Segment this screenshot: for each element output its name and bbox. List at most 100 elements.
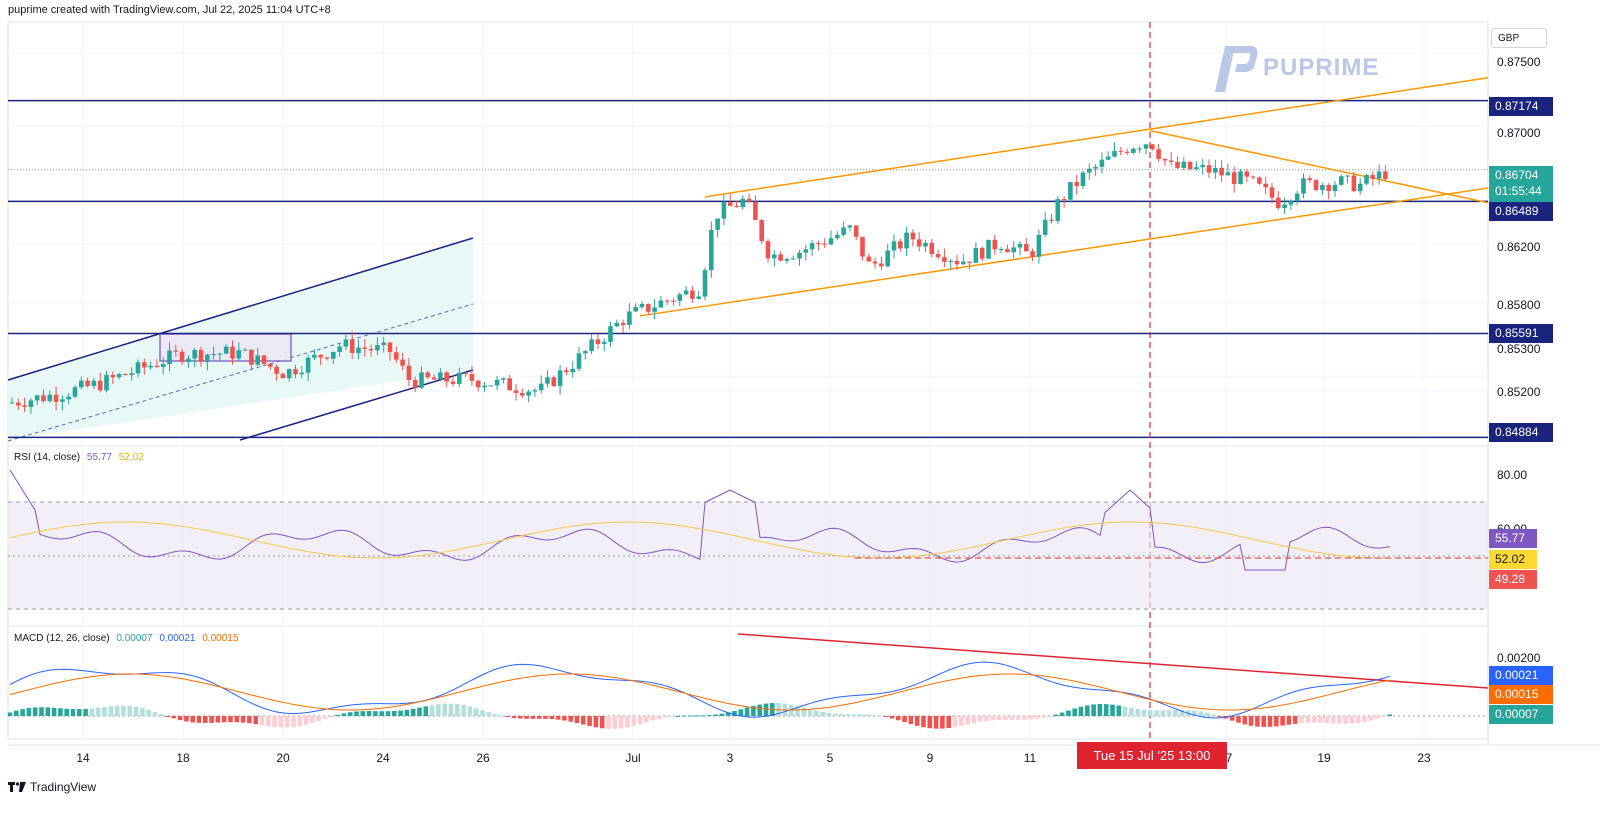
candle-body	[1364, 175, 1369, 184]
candle-body	[22, 405, 27, 407]
macd-histogram-bar	[70, 709, 76, 716]
macd-histogram-bar	[637, 716, 643, 725]
macd-histogram-bar	[322, 716, 328, 719]
candle-body	[217, 353, 223, 355]
macd-histogram-bar	[1374, 716, 1380, 719]
macd-histogram-bar	[297, 716, 303, 727]
macd-histogram-bar	[146, 709, 151, 716]
macd-histogram-bar	[833, 713, 838, 716]
candle-body	[1282, 204, 1287, 209]
candle-body	[652, 307, 657, 312]
candle-body	[677, 294, 683, 301]
macd-histogram-bar	[209, 716, 214, 723]
macd-histogram-bar	[751, 705, 756, 716]
candle-body	[16, 402, 21, 406]
macd-histogram-bar	[77, 709, 82, 716]
macd-histogram-bar	[612, 716, 618, 729]
tradingview-footer[interactable]: TradingView	[8, 780, 96, 794]
macd-histogram-bar	[448, 703, 454, 716]
macd-histogram-bar	[889, 716, 895, 719]
candle-body	[1042, 219, 1048, 235]
rsi-axis-label: 80.00	[1497, 468, 1528, 482]
macd-histogram-bar	[1034, 716, 1040, 719]
price-tag-value: 0.86489	[1495, 204, 1539, 218]
macd-histogram-bar	[1085, 705, 1090, 716]
candle-body	[1093, 166, 1098, 169]
candle-body	[368, 348, 374, 351]
candle-body	[211, 354, 216, 356]
macd-histogram-bar	[839, 714, 844, 716]
macd-histogram-bar	[152, 711, 158, 716]
macd-histogram-bar	[221, 716, 227, 723]
candle-body	[696, 296, 701, 299]
macd-histogram-bar	[1229, 716, 1235, 721]
rsi-legend[interactable]: RSI (14, close) 55.77 52.02	[14, 452, 148, 463]
macd-histogram-bar	[1110, 704, 1115, 716]
candle-body	[1074, 182, 1079, 187]
candle-body	[34, 395, 40, 401]
candle-body	[507, 378, 512, 391]
macd-divergence-line	[737, 633, 1489, 689]
time-axis-label: 3	[726, 751, 734, 765]
macd-histogram-bar	[1211, 714, 1216, 716]
candle-body	[784, 258, 790, 261]
macd-histogram-bar	[58, 708, 63, 716]
candle-body	[1162, 158, 1168, 161]
candle-body	[1307, 178, 1313, 181]
candle-body	[381, 342, 386, 346]
candle-body	[1206, 165, 1212, 173]
price-tag-value: 0.86704	[1495, 168, 1539, 182]
candle-body	[387, 342, 393, 353]
candle-body	[1269, 187, 1275, 198]
candle-body	[765, 241, 771, 259]
candle-body	[1118, 150, 1124, 152]
macd-histogram-bar	[1028, 716, 1033, 720]
macd-histogram-bar	[549, 716, 555, 720]
macd-histogram-bar	[707, 715, 712, 717]
candle-body	[337, 346, 342, 352]
price-axis-label: 0.85200	[1497, 385, 1541, 399]
macd-histogram-bar	[681, 715, 687, 717]
price-axis-label: 0.85800	[1497, 298, 1541, 312]
candle-body	[1339, 176, 1344, 185]
time-axis-label: Jul	[625, 751, 641, 765]
time-axis-label: 9	[926, 751, 934, 765]
macd-histogram-bar	[644, 716, 649, 723]
macd-histogram-bar	[1091, 704, 1096, 716]
candle-body	[709, 229, 714, 271]
macd-histogram-bar	[1286, 716, 1292, 725]
candle-body	[1250, 176, 1256, 178]
macd-legend[interactable]: MACD (12, 26, close) 0.00007 0.00021 0.0…	[14, 633, 242, 644]
macd-histogram-bar	[971, 716, 977, 724]
candle-body	[601, 341, 607, 344]
macd-histogram-bar	[650, 716, 655, 721]
candle-body	[1068, 182, 1073, 200]
candle-body	[1276, 197, 1281, 209]
candle-body	[299, 372, 305, 375]
macd-histogram-bar	[1103, 704, 1109, 716]
candle-body	[935, 254, 941, 258]
candle-body	[1244, 171, 1250, 177]
candle-body	[1345, 175, 1350, 177]
candle-body	[910, 232, 916, 240]
macd-histogram-bar	[1305, 716, 1311, 723]
currency-selector[interactable]: GBP	[1491, 28, 1547, 48]
macd-histogram-bar	[807, 709, 813, 716]
candle-body	[400, 359, 405, 366]
candle-body	[803, 249, 809, 253]
candle-body	[753, 201, 758, 221]
candle-body	[1150, 144, 1155, 150]
candle-body	[406, 365, 412, 380]
macd-histogram-bar	[423, 706, 429, 716]
candle-body	[1112, 150, 1117, 157]
macd-histogram-bar	[108, 706, 114, 716]
candle-body	[236, 350, 242, 359]
candle-body	[1061, 199, 1067, 201]
macd-signal-line	[9, 673, 1391, 711]
candle-body	[268, 363, 273, 367]
candle-body	[740, 198, 746, 208]
macd-histogram-bar	[1261, 716, 1266, 727]
candle-body	[1320, 185, 1325, 190]
candle-body	[9, 402, 15, 404]
